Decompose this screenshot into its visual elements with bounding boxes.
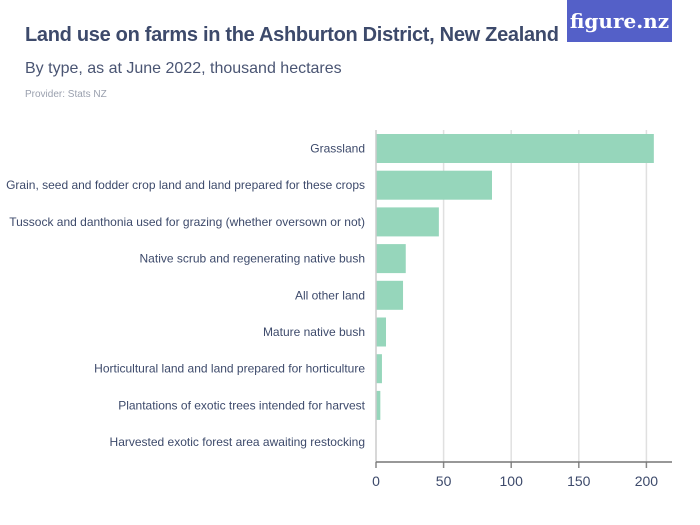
category-label: Plantations of exotic trees intended for… — [118, 398, 365, 412]
category-label: Harvested exotic forest area awaiting re… — [110, 435, 365, 449]
x-tick-label: 50 — [436, 473, 452, 489]
category-label: Horticultural land and land prepared for… — [94, 362, 365, 376]
x-tick-label: 100 — [500, 473, 524, 489]
bar — [376, 134, 654, 163]
x-tick-label: 200 — [635, 473, 659, 489]
category-label: Tussock and danthonia used for grazing (… — [9, 215, 365, 229]
chart-subtitle: By type, as at June 2022, thousand hecta… — [25, 60, 342, 77]
figure-nz-logo[interactable]: figure.nz — [567, 0, 672, 42]
category-label: Grassland — [310, 142, 365, 156]
bar — [376, 244, 406, 274]
bar — [376, 207, 439, 237]
category-label: Grain, seed and fodder crop land and lan… — [6, 178, 365, 192]
bar — [376, 390, 381, 420]
category-label: All other land — [295, 288, 365, 302]
x-tick-label: 150 — [567, 473, 591, 489]
bar — [376, 317, 387, 347]
chart-title: Land use on farms in the Ashburton Distr… — [25, 24, 559, 46]
provider-label: Provider: Stats NZ — [25, 89, 107, 100]
bar — [376, 280, 404, 310]
bar — [376, 354, 382, 384]
x-tick-label: 0 — [372, 473, 380, 489]
bar — [376, 170, 493, 200]
category-label: Native scrub and regenerating native bus… — [140, 252, 365, 266]
category-label: Mature native bush — [263, 325, 365, 339]
